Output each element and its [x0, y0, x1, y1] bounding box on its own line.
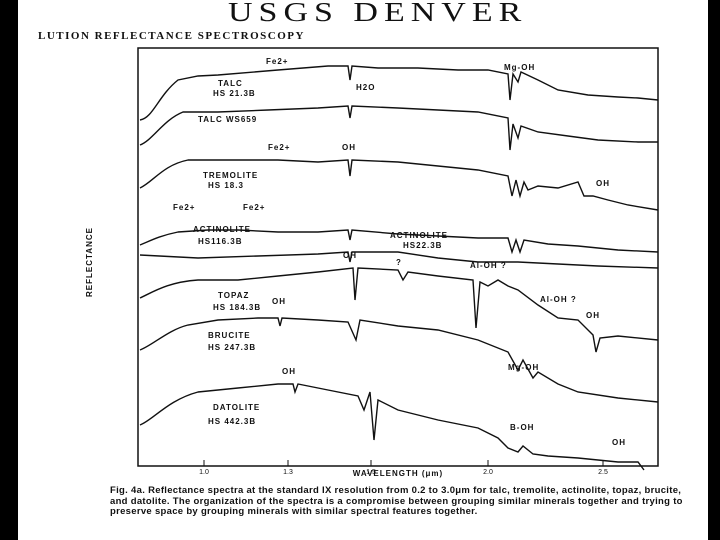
curve-actinolite-hs116 [139, 229, 659, 255]
id-actinolite-2: HS22.3B [403, 241, 442, 250]
figure-caption: Fig. 4a. Reflectance spectra at the stan… [110, 485, 683, 517]
annot-oh-topaz: OH [343, 251, 357, 260]
curve-brucite [139, 317, 659, 403]
x-tick-3: 1.5 [366, 469, 376, 476]
curve-talc-hs21 [139, 65, 659, 121]
annot-oh-tremolite-end: OH [596, 179, 610, 188]
curve-tremolite [139, 159, 659, 211]
annot-oh-tremolite: OH [342, 143, 356, 152]
id-tremolite: HS 18.3 [208, 181, 244, 190]
x-axis-ticks [203, 460, 604, 466]
annot-fe2-tremolite: Fe2+ [268, 143, 290, 152]
annot-question: ? [396, 258, 402, 267]
id-talc: HS 21.3B [213, 89, 256, 98]
id-datolite: HS 442.3B [208, 417, 256, 426]
curve-talc-ws659 [139, 105, 658, 151]
id-actinolite-1: HS116.3B [198, 237, 242, 246]
spectra-curves [139, 65, 659, 471]
id-brucite: HS 247.3B [208, 343, 256, 352]
annot-h2o: H2O [356, 83, 375, 92]
label-topaz: TOPAZ [218, 291, 249, 300]
x-tick-4: 2.0 [483, 469, 493, 476]
label-brucite: BRUCITE [208, 331, 251, 340]
plot-frame [137, 47, 659, 467]
slide: USGS DENVER LUTION REFLECTANCE SPECTROSC… [18, 0, 708, 540]
x-tick-5: 2.5 [598, 469, 608, 476]
x-tick-2: 1.3 [283, 469, 293, 476]
annot-oh-end: OH [612, 438, 626, 447]
curve-actinolite-hs22 [139, 251, 659, 269]
annot-oh-topaz-2: OH [586, 311, 600, 320]
spectra-figure: REFLECTANCE TALC HS 21.3B TALC WS659 TRE… [85, 47, 659, 478]
curve-datolite [139, 383, 645, 471]
label-tremolite: TREMOLITE [203, 171, 258, 180]
label-talc-ws659: TALC WS659 [198, 115, 257, 124]
x-axis-label: WAVELENGTH (μm) [353, 469, 443, 478]
label-datolite: DATOLITE [213, 403, 260, 412]
id-topaz: HS 184.3B [213, 303, 261, 312]
annot-aloh-1: Al-OH ? [470, 261, 507, 270]
annot-mgoh-datolite: Mg-OH [508, 363, 539, 372]
annot-boh: B-OH [510, 423, 534, 432]
handwritten-title: USGS DENVER [228, 0, 528, 28]
annot-oh-brucite: OH [272, 297, 286, 306]
annot-aloh-2: Al-OH ? [540, 295, 577, 304]
label-actinolite-2: ACTINOLITE [390, 231, 448, 240]
label-talc: TALC [218, 79, 243, 88]
curve-topaz [139, 267, 659, 353]
annot-fe2-talc: Fe2+ [266, 57, 288, 66]
annot-fe2-act-2: Fe2+ [243, 203, 265, 212]
annot-oh-datolite: OH [282, 367, 296, 376]
section-header: LUTION REFLECTANCE SPECTROSCOPY [38, 30, 305, 42]
label-actinolite-1: ACTINOLITE [193, 225, 251, 234]
annot-fe2-act-1: Fe2+ [173, 203, 195, 212]
y-axis-label: REFLECTANCE [85, 227, 94, 297]
x-tick-1: 1.0 [199, 469, 209, 476]
annot-mgoh-talc: Mg-OH [504, 63, 535, 72]
